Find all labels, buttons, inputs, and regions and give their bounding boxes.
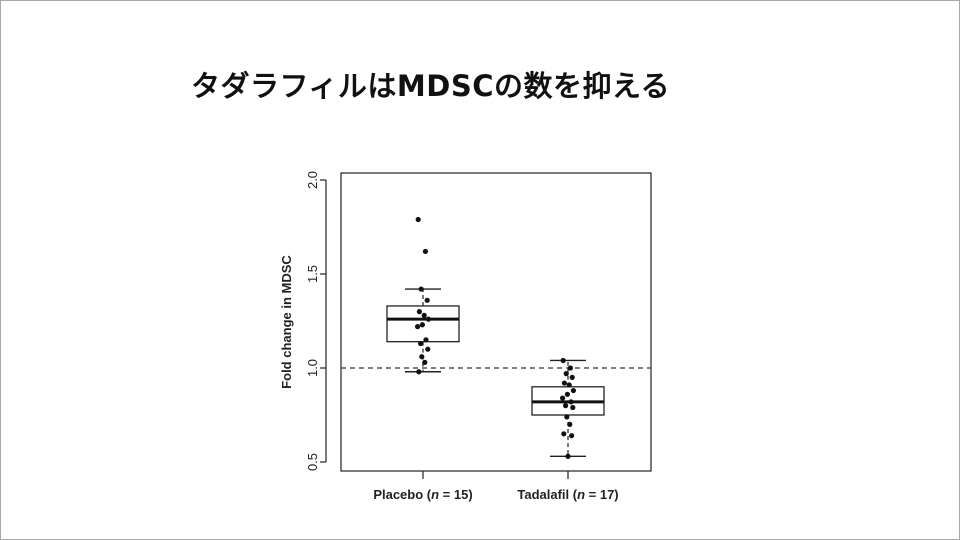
data-point [570, 387, 576, 394]
y-tick-label: 1.0 [305, 359, 320, 377]
data-point [569, 374, 575, 380]
data-point [416, 309, 422, 315]
data-point [416, 369, 422, 375]
data-point [570, 404, 576, 411]
data-point [425, 346, 431, 352]
x-label-n: n [577, 487, 585, 502]
data-point [564, 414, 570, 420]
data-point [415, 216, 421, 223]
data-point [561, 431, 567, 437]
data-point [563, 403, 569, 409]
iqr-box [386, 305, 460, 343]
x-labels: Placebo (n = 15) Tadalafil (n = 17) [373, 487, 618, 502]
x-ticks [422, 471, 569, 479]
x-label-n: n [431, 487, 439, 502]
data-point [567, 421, 573, 427]
data-point [421, 312, 427, 318]
data-point [563, 371, 569, 377]
data-point [422, 248, 428, 255]
data-point [560, 395, 566, 401]
x-label-prefix: Tadalafil ( [517, 487, 577, 502]
x-label-count: = 15) [439, 487, 473, 502]
y-axis-label: Fold change in MDSC [279, 255, 294, 389]
data-point [424, 297, 430, 303]
y-ticks: 0.5 1.0 1.5 2.0 [305, 171, 326, 471]
data-point [418, 340, 424, 347]
data-point [567, 365, 573, 371]
data-point [418, 286, 424, 292]
boxes [386, 216, 605, 459]
data-point [560, 357, 566, 364]
box-plot: Fold change in MDSC 0.5 1.0 1.5 2.0 Placebo… [279, 171, 652, 502]
y-tick-label: 2.0 [305, 171, 320, 189]
x-tick-label-tadalafil: Tadalafil (n = 17) [517, 487, 618, 502]
data-point [561, 380, 567, 386]
data-point [566, 382, 572, 388]
data-point [569, 433, 575, 439]
data-point [419, 354, 425, 360]
box-tadalafil [531, 357, 605, 459]
slide-title: タダラフィルはMDSCの数を抑える [191, 69, 671, 103]
y-tick-label: 0.5 [305, 453, 320, 471]
data-point [564, 391, 570, 397]
data-point [415, 324, 421, 330]
x-label-prefix: Placebo ( [373, 487, 431, 502]
data-point [425, 316, 431, 322]
plot-frame [340, 172, 652, 472]
x-label-count: = 17) [585, 487, 619, 502]
data-point [568, 399, 574, 405]
data-point [565, 453, 571, 459]
box-placebo [386, 216, 460, 375]
x-tick-label-placebo: Placebo (n = 15) [373, 487, 472, 502]
data-point [419, 322, 425, 328]
y-tick-label: 1.5 [305, 265, 320, 283]
data-point [422, 359, 428, 365]
data-point [423, 337, 429, 343]
